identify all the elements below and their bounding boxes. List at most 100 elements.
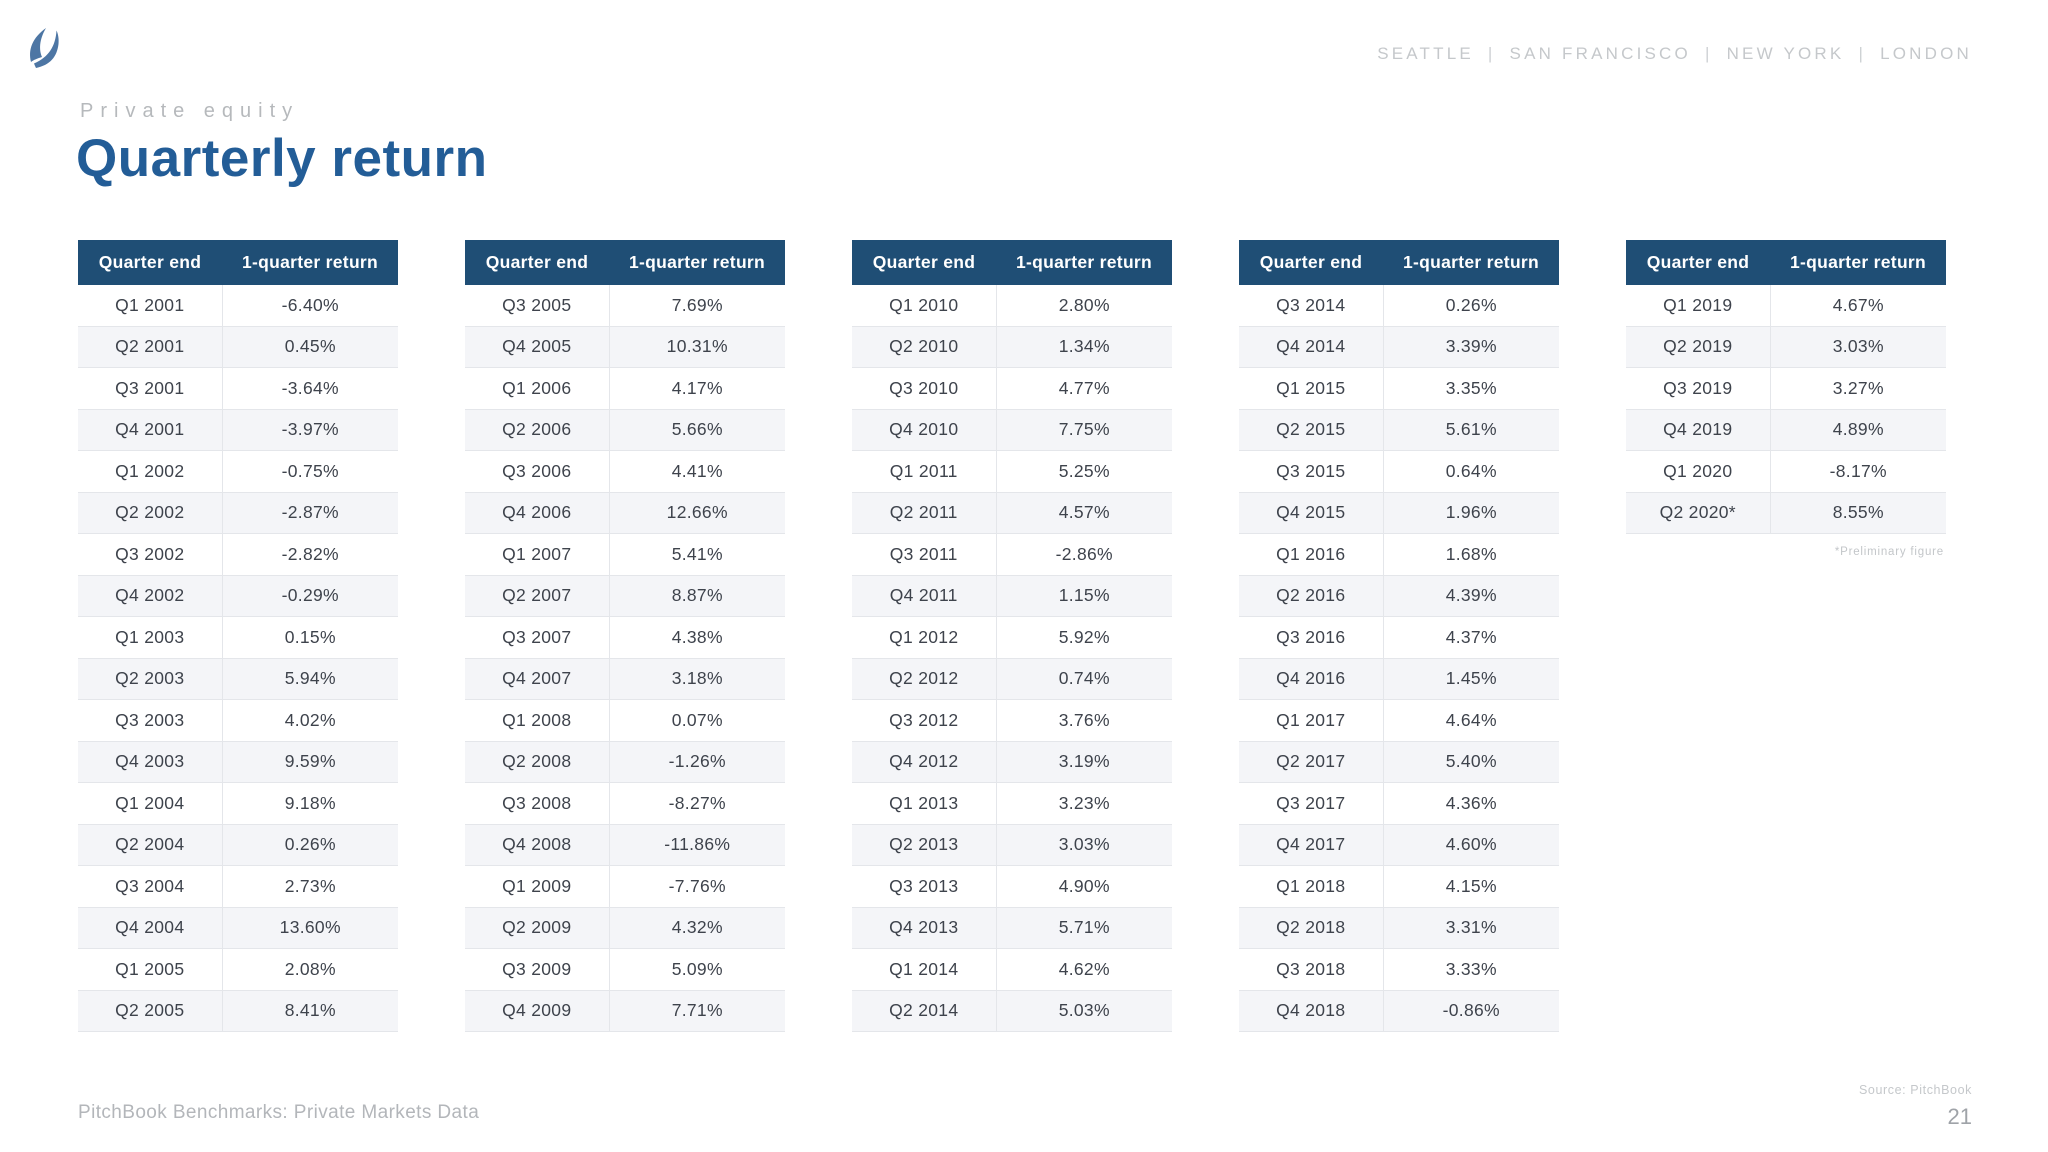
office-locations: SEATTLE | SAN FRANCISCO | NEW YORK | LONDON (1377, 44, 1972, 64)
office-city: SAN FRANCISCO (1509, 44, 1691, 63)
footer-report-title: PitchBook Benchmarks: Private Markets Da… (78, 1102, 480, 1123)
table-row: Q2 2012 0.74% (852, 658, 1172, 700)
table-row: Q3 2018 3.33% (1239, 948, 1559, 990)
office-city: LONDON (1880, 44, 1972, 63)
return-cell: 0.74% (1058, 668, 1110, 689)
quarter-cell: Q3 2017 (1239, 782, 1384, 824)
footer-right-block: Source: PitchBook 21 (1859, 1083, 1972, 1130)
table-row: Q2 2016 4.39% (1239, 575, 1559, 617)
return-cell: 5.41% (671, 543, 723, 564)
quarter-cell: Q1 2012 (852, 616, 997, 658)
return-cell: 7.69% (671, 294, 723, 315)
quarter-cell: Q3 2018 (1239, 948, 1384, 990)
return-cell: 7.71% (671, 1000, 723, 1021)
table-row: Q3 2010 4.77% (852, 367, 1172, 409)
page-title: Quarterly return (76, 129, 488, 188)
return-cell: -7.76% (668, 875, 726, 896)
return-cell: 5.25% (1058, 460, 1110, 481)
table-row: Q1 2008 0.07% (465, 699, 785, 741)
quarter-cell: Q1 2002 (78, 450, 223, 492)
quarter-cell: Q4 2011 (852, 575, 997, 617)
table-row: Q4 2002 -0.29% (78, 575, 398, 617)
return-cell: 1.96% (1445, 502, 1497, 523)
table-row: Q2 2007 8.87% (465, 575, 785, 617)
return-cell: 3.31% (1445, 917, 1497, 938)
returns-table-2019-2020: Quarter end 1-quarter return Q1 2019 4.67… (1626, 240, 1946, 558)
return-cell: 0.64% (1445, 460, 1497, 481)
quarter-end-header: Quarter end (1239, 240, 1383, 285)
return-cell: 4.41% (671, 460, 723, 481)
quarter-cell: Q4 2019 (1626, 409, 1771, 451)
table-row: Q1 2018 4.15% (1239, 865, 1559, 907)
table-row: Q4 2005 10.31% (465, 326, 785, 368)
table-row: Q2 2004 0.26% (78, 824, 398, 866)
table-row: Q4 2016 1.45% (1239, 658, 1559, 700)
table-row: Q2 2010 1.34% (852, 326, 1172, 368)
return-cell: 3.27% (1832, 377, 1884, 398)
one-quarter-return-header: 1-quarter return (1383, 240, 1559, 285)
return-cell: 7.75% (1058, 419, 1110, 440)
quarter-cell: Q2 2015 (1239, 409, 1384, 451)
quarter-cell: Q4 2010 (852, 409, 997, 451)
returns-table-2005-2009: Quarter end 1-quarter return Q3 2005 7.69… (465, 240, 785, 1032)
table-row: Q3 2006 4.41% (465, 450, 785, 492)
header-row: Quarter end 1-quarter return (465, 240, 785, 285)
table-row: Q3 2019 3.27% (1626, 367, 1946, 409)
quarter-cell: Q3 2010 (852, 367, 997, 409)
table-body: Q1 2010 2.80% Q2 2010 1.34% Q3 2010 4.77% Q4 2… (852, 285, 1172, 1032)
quarter-cell: Q4 2014 (1239, 326, 1384, 368)
return-cell: 8.87% (671, 585, 723, 606)
return-cell: 10.31% (666, 336, 728, 357)
return-cell: 3.03% (1832, 336, 1884, 357)
return-cell: 3.03% (1058, 834, 1110, 855)
table-body: Q3 2005 7.69% Q4 2005 10.31% Q1 2006 4.17% Q2 … (465, 285, 785, 1032)
return-cell: 4.15% (1445, 875, 1497, 896)
data-table: Quarter end 1-quarter return Q3 2014 0.26… (1239, 240, 1559, 1032)
table-row: Q1 2002 -0.75% (78, 450, 398, 492)
quarter-cell: Q2 2006 (465, 409, 610, 451)
quarter-cell: Q3 2008 (465, 782, 610, 824)
quarter-cell: Q3 2013 (852, 865, 997, 907)
quarter-cell: Q1 2009 (465, 865, 610, 907)
table-row: Q2 2005 8.41% (78, 990, 398, 1032)
return-cell: 4.17% (671, 377, 723, 398)
table-body: Q1 2019 4.67% Q2 2019 3.03% Q3 2019 3.27% Q4 2… (1626, 285, 1946, 534)
eyebrow-label: Private equity (80, 100, 300, 122)
quarter-cell: Q3 2012 (852, 699, 997, 741)
quarter-cell: Q3 2014 (1239, 285, 1384, 326)
return-cell: -0.75% (281, 460, 339, 481)
return-cell: 2.08% (284, 958, 336, 979)
return-cell: 3.35% (1445, 377, 1497, 398)
return-cell: 3.18% (671, 668, 723, 689)
office-city: SEATTLE (1377, 44, 1474, 63)
table-row: Q2 2001 0.45% (78, 326, 398, 368)
quarter-cell: Q2 2004 (78, 824, 223, 866)
office-separator: | (1487, 44, 1496, 63)
table-row: Q2 2017 5.40% (1239, 741, 1559, 783)
return-cell: 4.39% (1445, 585, 1497, 606)
quarter-cell: Q2 2019 (1626, 326, 1771, 368)
return-cell: 5.94% (284, 668, 336, 689)
quarter-cell: Q3 2005 (465, 285, 610, 326)
table-row: Q2 2002 -2.87% (78, 492, 398, 534)
return-cell: 0.26% (1445, 294, 1497, 315)
table-row: Q1 2013 3.23% (852, 782, 1172, 824)
returns-table-2014-2018: Quarter end 1-quarter return Q3 2014 0.26… (1239, 240, 1559, 1032)
table-header: Quarter end 1-quarter return (1239, 240, 1559, 285)
return-cell: 1.15% (1058, 585, 1110, 606)
table-row: Q1 2005 2.08% (78, 948, 398, 990)
table-header: Quarter end 1-quarter return (852, 240, 1172, 285)
table-header: Quarter end 1-quarter return (78, 240, 398, 285)
quarter-cell: Q4 2001 (78, 409, 223, 451)
quarter-cell: Q2 2002 (78, 492, 223, 534)
return-cell: 4.32% (671, 917, 723, 938)
quarter-cell: Q2 2005 (78, 990, 223, 1032)
table-row: Q4 2015 1.96% (1239, 492, 1559, 534)
return-cell: 3.76% (1058, 709, 1110, 730)
quarter-end-header: Quarter end (78, 240, 222, 285)
return-cell: 4.37% (1445, 626, 1497, 647)
quarter-cell: Q4 2015 (1239, 492, 1384, 534)
table-row: Q3 2013 4.90% (852, 865, 1172, 907)
table-row: Q3 2012 3.76% (852, 699, 1172, 741)
